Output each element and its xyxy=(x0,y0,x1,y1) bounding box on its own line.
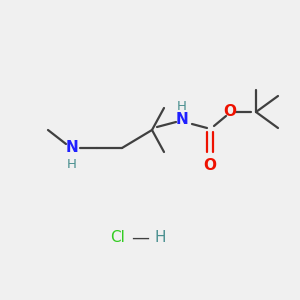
Text: N: N xyxy=(176,112,188,128)
Text: H: H xyxy=(154,230,166,245)
Text: Cl: Cl xyxy=(111,230,125,245)
Text: N: N xyxy=(66,140,78,155)
Text: H: H xyxy=(67,158,77,170)
Text: O: O xyxy=(203,158,217,173)
Text: O: O xyxy=(224,104,236,119)
Text: H: H xyxy=(177,100,187,112)
Text: —: — xyxy=(131,229,149,247)
